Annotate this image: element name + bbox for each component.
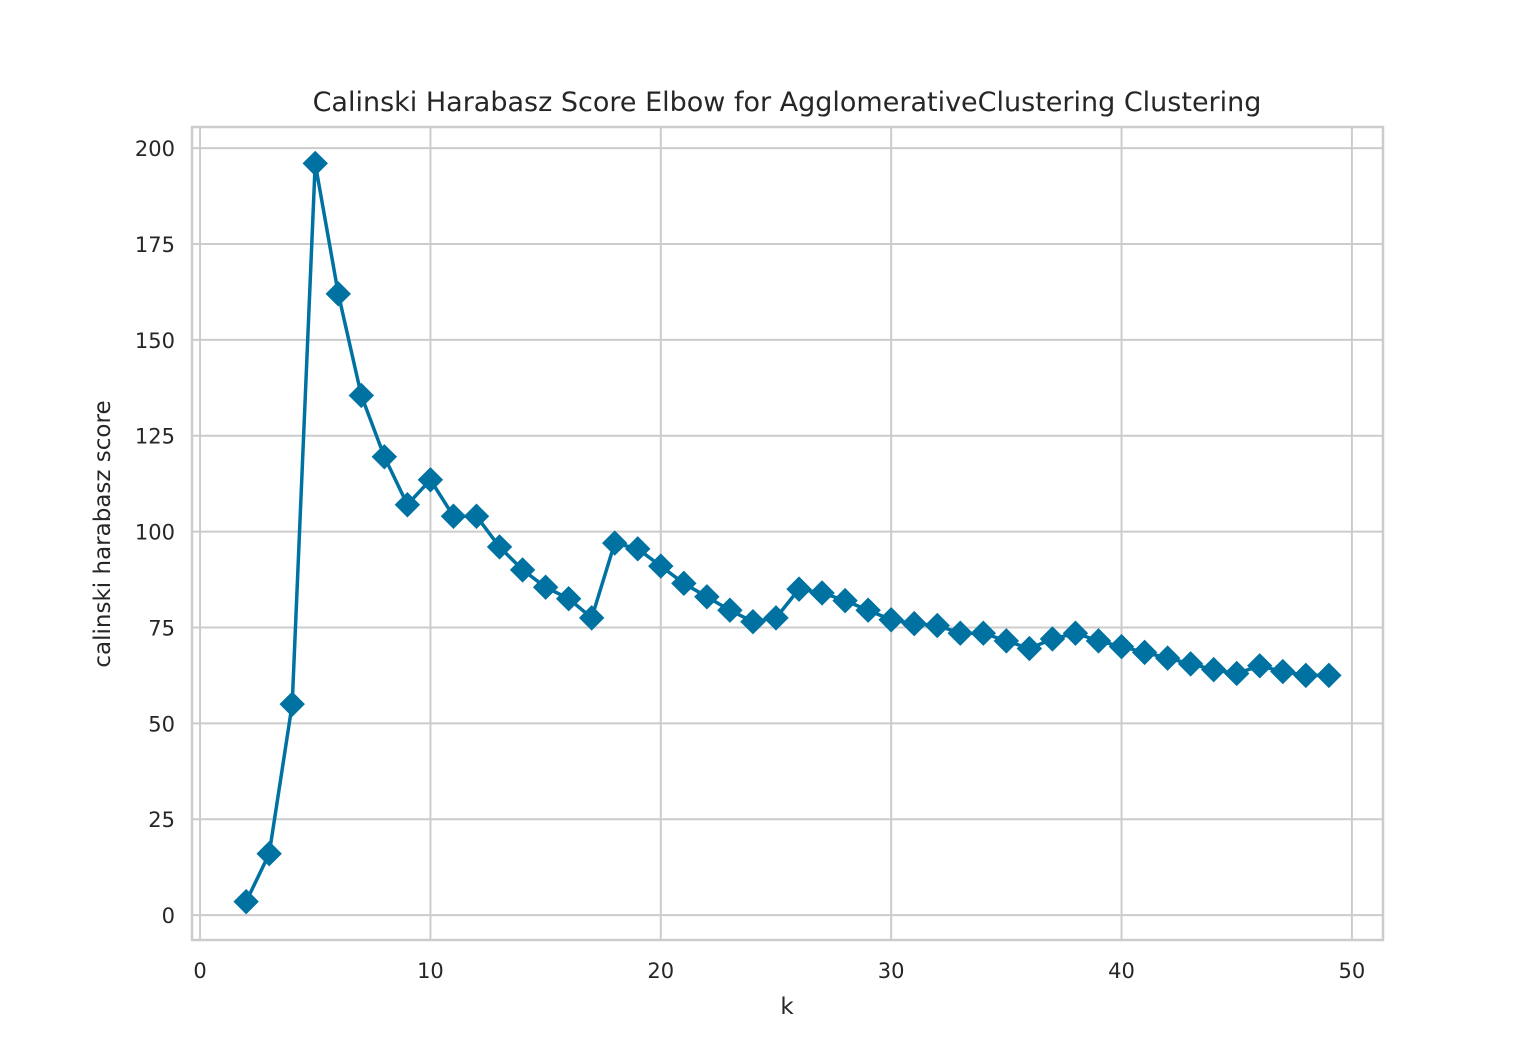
- data-point-marker: [947, 620, 973, 646]
- data-point-marker: [440, 503, 467, 529]
- data-point-marker: [325, 281, 351, 307]
- x-tick-label: 10: [417, 959, 444, 983]
- x-axis-title: k: [780, 994, 794, 1020]
- data-point-marker: [509, 557, 536, 583]
- y-tick-label: 50: [148, 712, 175, 736]
- data-point-marker: [832, 587, 858, 614]
- data-point-marker: [1108, 633, 1135, 660]
- data-point-marker: [1039, 626, 1066, 652]
- grid: [192, 127, 1383, 940]
- data-point-marker: [1200, 656, 1227, 683]
- chart-title: Calinski Harabasz Score Elbow for Agglom…: [313, 87, 1262, 118]
- data-point-marker: [855, 597, 881, 623]
- data-point-marker: [1224, 660, 1250, 687]
- data-point-marker: [671, 570, 697, 597]
- data-point-marker: [1085, 628, 1112, 654]
- data-point-marker: [1293, 662, 1319, 689]
- data-point-marker: [901, 610, 927, 637]
- x-tick-label: 20: [647, 959, 674, 983]
- data-point-marker: [578, 605, 605, 631]
- data-point-marker: [694, 584, 720, 610]
- data-point-marker: [371, 444, 398, 470]
- data-point-marker: [717, 597, 743, 623]
- x-tick-labels: 0 10 20 30 40 50: [193, 959, 1365, 983]
- data-point-marker: [970, 620, 997, 646]
- x-tick-label: 50: [1339, 959, 1366, 983]
- series: [233, 150, 1342, 915]
- data-point-marker: [924, 612, 950, 639]
- data-point-marker: [878, 607, 904, 633]
- data-point-marker: [1316, 662, 1342, 689]
- data-point-marker: [1016, 635, 1043, 662]
- data-point-marker: [648, 553, 674, 579]
- y-tick-label: 75: [148, 616, 175, 640]
- data-point-marker: [625, 536, 651, 562]
- data-point-marker: [786, 576, 812, 602]
- data-point-marker: [1247, 653, 1273, 679]
- data-point-marker: [394, 492, 421, 518]
- data-point-marker: [763, 605, 789, 631]
- data-point-marker: [233, 888, 259, 915]
- data-point-marker: [486, 534, 513, 560]
- data-point-marker: [417, 467, 444, 493]
- x-tick-label: 40: [1108, 959, 1135, 983]
- data-point-marker: [302, 150, 328, 177]
- data-point-marker: [602, 530, 628, 556]
- data-point-marker: [532, 574, 559, 600]
- data-point-marker: [740, 608, 766, 635]
- y-tick-label: 25: [148, 808, 175, 832]
- y-tick-label: 100: [135, 521, 175, 545]
- y-tick-label: 200: [135, 137, 175, 161]
- data-point-marker: [1154, 645, 1181, 671]
- data-point-marker: [256, 841, 282, 867]
- y-tick-label: 125: [135, 425, 175, 449]
- y-tick-label: 175: [135, 233, 175, 257]
- x-tick-label: 0: [193, 959, 206, 983]
- y-tick-label: 150: [135, 329, 175, 353]
- data-point-marker: [993, 628, 1020, 654]
- y-tick-labels: 0 25 50 75 100 125 150 175 200: [135, 137, 175, 928]
- data-point-marker: [348, 382, 375, 409]
- data-point-marker: [1270, 658, 1296, 685]
- data-point-marker: [1177, 651, 1204, 677]
- data-point-marker: [463, 503, 490, 529]
- plot-frame: [190, 125, 1385, 942]
- data-point-marker: [809, 580, 835, 606]
- data-point-marker: [279, 691, 305, 717]
- data-point-marker: [1131, 639, 1158, 666]
- data-point-marker: [1062, 620, 1089, 646]
- x-tick-label: 30: [878, 959, 905, 983]
- y-tick-label: 0: [162, 904, 175, 928]
- data-point-marker: [555, 585, 582, 612]
- y-axis-title: calinski harabasz score: [90, 400, 116, 667]
- series-markers: [233, 150, 1342, 915]
